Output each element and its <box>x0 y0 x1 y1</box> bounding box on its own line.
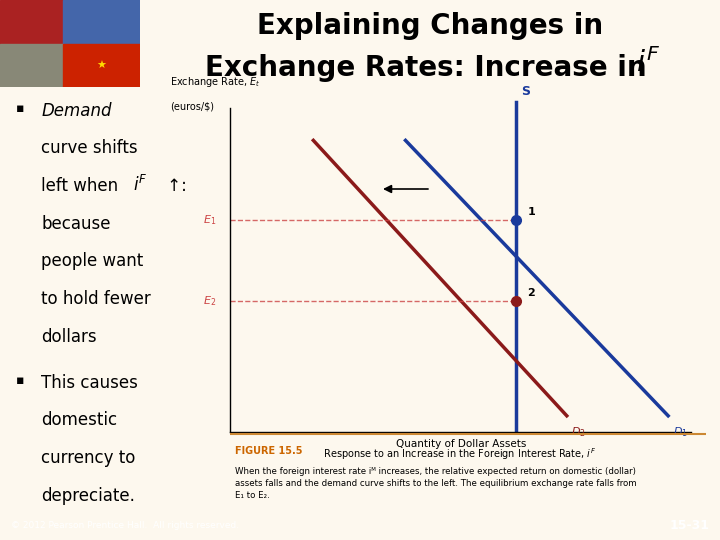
Text: because: because <box>41 215 111 233</box>
Text: Exchange Rate, $E_t$: Exchange Rate, $E_t$ <box>171 75 261 89</box>
Text: domestic: domestic <box>41 411 117 429</box>
Text: $E_1$: $E_1$ <box>203 213 217 227</box>
Text: $E_2$: $E_2$ <box>204 294 217 308</box>
Text: depreciate.: depreciate. <box>41 487 135 505</box>
Text: © 2012 Pearson Prentice Hall.  All rights reserved.: © 2012 Pearson Prentice Hall. All rights… <box>11 521 239 530</box>
Text: (euros/$): (euros/$) <box>171 101 215 111</box>
Text: $\mathit{i}^F$: $\mathit{i}^F$ <box>636 48 660 78</box>
Bar <box>63 44 140 87</box>
Text: $\mathit{i}^F$: $\mathit{i}^F$ <box>132 175 148 195</box>
Text: to hold fewer: to hold fewer <box>41 290 151 308</box>
Text: currency to: currency to <box>41 449 135 467</box>
Text: This causes: This causes <box>41 374 138 391</box>
Bar <box>63 0 140 44</box>
Bar <box>0 44 63 87</box>
Text: 1: 1 <box>528 206 536 217</box>
Text: Exchange Rates: Increase in: Exchange Rates: Increase in <box>204 54 656 82</box>
Text: ↑:: ↑: <box>162 177 187 195</box>
Text: ★: ★ <box>96 60 106 71</box>
Text: Explaining Changes in: Explaining Changes in <box>257 12 603 40</box>
Text: FIGURE 15.5: FIGURE 15.5 <box>235 446 302 456</box>
Text: ▪: ▪ <box>16 102 24 114</box>
Text: ▪: ▪ <box>16 374 24 387</box>
Text: 15-31: 15-31 <box>669 518 709 532</box>
Text: $D_2$: $D_2$ <box>572 426 586 440</box>
Text: Response to an Increase in the Foreign Interest Rate, $\mathit{i}^F$: Response to an Increase in the Foreign I… <box>314 446 596 462</box>
Bar <box>0 0 63 44</box>
Text: S: S <box>521 85 530 98</box>
Text: curve shifts: curve shifts <box>41 139 138 157</box>
Text: people want: people want <box>41 252 143 271</box>
X-axis label: Quantity of Dollar Assets: Quantity of Dollar Assets <box>395 439 526 449</box>
Text: 2: 2 <box>528 287 536 298</box>
Text: $D_1$: $D_1$ <box>672 426 688 440</box>
Text: When the foreign interest rate iᴹ increases, the relative expected return on dom: When the foreign interest rate iᴹ increa… <box>235 467 636 500</box>
Text: left when: left when <box>41 177 124 195</box>
Text: dollars: dollars <box>41 328 96 346</box>
Text: Demand: Demand <box>41 102 112 120</box>
